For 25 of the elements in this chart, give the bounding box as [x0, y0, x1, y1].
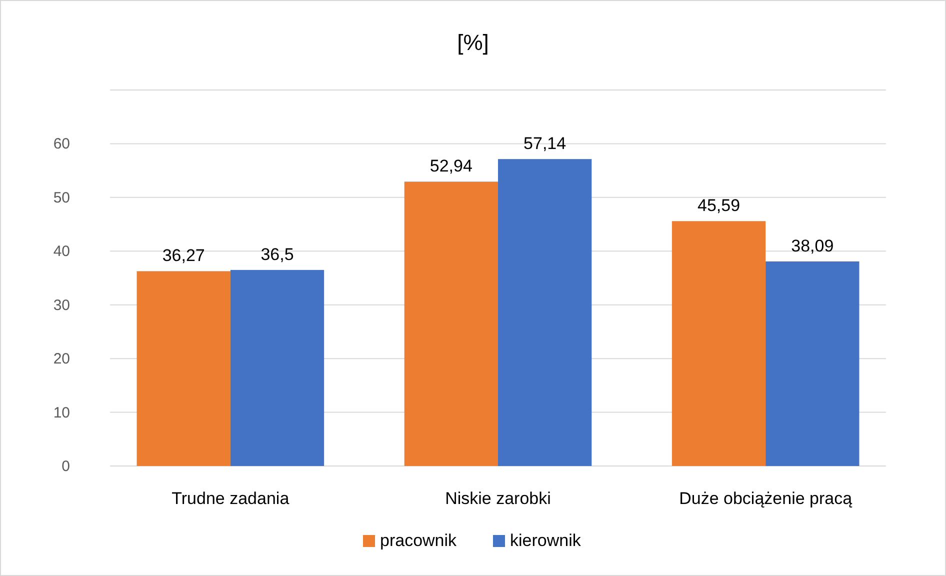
- y-tick-label: 50: [53, 189, 70, 206]
- bar: [498, 159, 592, 466]
- bar: [136, 271, 230, 466]
- chart-title: [%]: [457, 30, 489, 55]
- data-label: 57,14: [524, 134, 566, 154]
- x-tick-label: Niskie zarobki: [445, 489, 551, 508]
- y-tick-label: 20: [53, 350, 70, 368]
- data-label: 38,09: [791, 236, 834, 256]
- x-tick-label: Duże obciążenie pracą: [679, 489, 853, 508]
- y-tick-label: 60: [53, 136, 70, 153]
- legend-label: pracownik: [380, 531, 458, 550]
- y-tick-label: 10: [53, 404, 70, 422]
- legend-label: kierownik: [510, 531, 582, 550]
- bar: [766, 261, 860, 466]
- data-label: 45,59: [697, 196, 740, 216]
- y-tick-label: 30: [53, 296, 70, 314]
- data-label: 52,94: [430, 156, 472, 176]
- data-label: 36,27: [162, 246, 205, 266]
- y-tick-label: 40: [53, 243, 70, 260]
- bar: [230, 270, 324, 466]
- x-tick-label: Trudne zadania: [172, 489, 290, 508]
- y-tick-label: 0: [62, 458, 70, 475]
- bar: [404, 182, 498, 466]
- data-label: 36,5: [260, 244, 294, 264]
- bar: [672, 221, 766, 466]
